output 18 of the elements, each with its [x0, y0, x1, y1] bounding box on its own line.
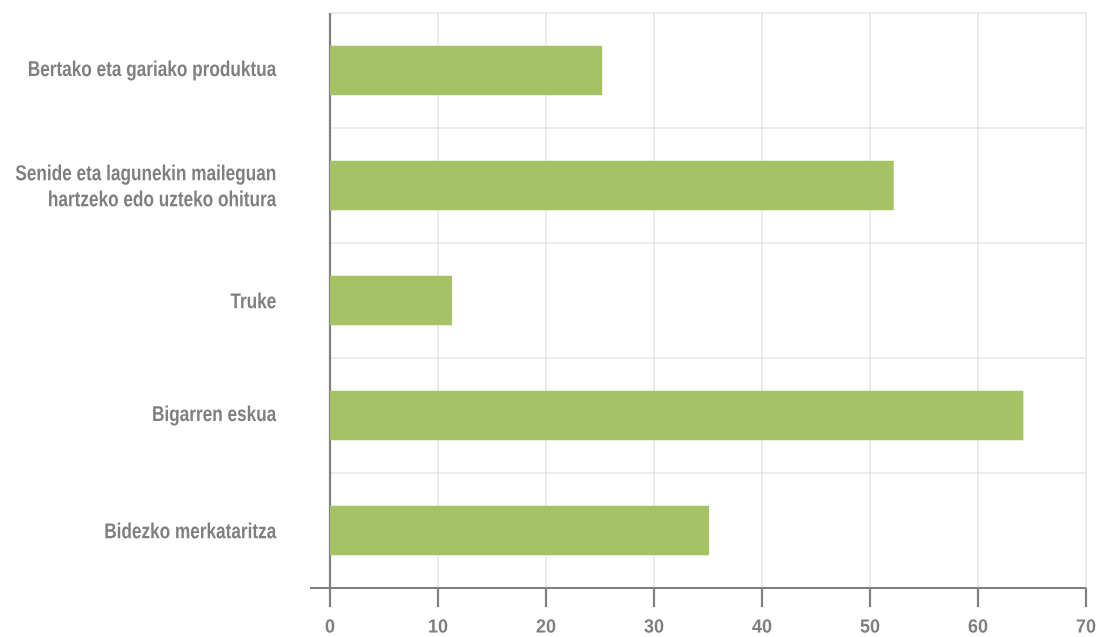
x-tick-label: 20 [536, 619, 556, 633]
y-tick-label: Senide eta lagunekin maileguan hartzeko edo uzteko ohitura [15, 164, 277, 207]
x-tick-label: 10 [429, 619, 448, 633]
y-tick-label: Bidezko merkataritza [105, 522, 277, 539]
bar [330, 390, 1024, 441]
x-tick-label: 40 [752, 619, 772, 633]
bar [330, 275, 453, 326]
y-tick-label: Bigarren eskua [153, 405, 277, 426]
bar [330, 45, 603, 96]
x-tick-label: 50 [860, 619, 880, 633]
x-tick-label: 0 [325, 619, 335, 633]
y-tick-label: Truke [230, 292, 276, 309]
y-tick-label: Bertako eta gariako produktua [28, 60, 277, 81]
x-tick-label: 60 [968, 619, 988, 633]
x-tick-label: 70 [1076, 619, 1096, 633]
bar [330, 160, 894, 211]
x-tick-label: 30 [644, 619, 664, 633]
bar [330, 505, 710, 556]
